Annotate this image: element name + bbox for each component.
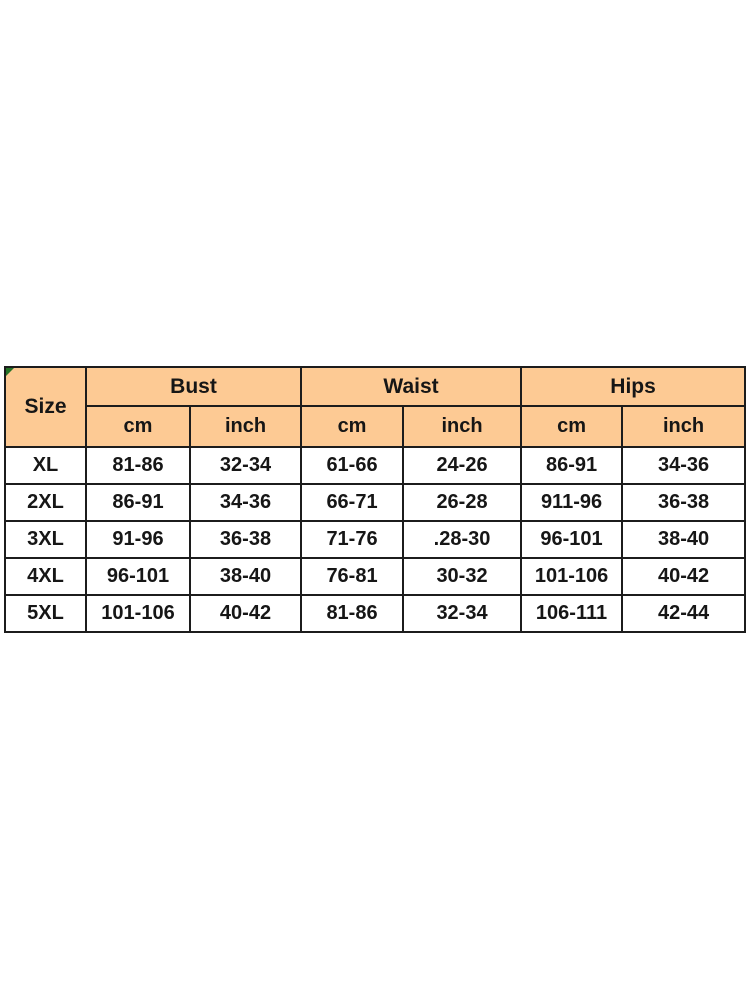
waist-header-cell: Waist [300,366,523,407]
waist-cm-value: 66-71 [300,483,405,522]
bust-inch-header: inch [188,405,303,448]
table-row: 2XL 86-91 34-36 66-71 26-28 911-96 36-38 [4,483,747,522]
table-row: 4XL 96-101 38-40 76-81 30-32 101-106 40-… [4,557,747,596]
size-header-label: Size [24,395,67,418]
hips-cm-value: 86-91 [520,446,624,485]
bust-inch-value: 32-34 [188,446,303,485]
bust-cm-value: 101-106 [85,594,191,633]
hips-cm-value: 106-111 [520,594,624,633]
waist-cm-value: 61-66 [300,446,405,485]
bust-header-cell: Bust [84,366,303,407]
bust-inch-value: 34-36 [188,483,303,522]
bust-cm-value: 91-96 [85,520,191,559]
size-label: XL [4,446,87,485]
waist-cm-value: 76-81 [300,557,405,596]
bust-cm-value: 81-86 [85,446,191,485]
size-label: 4XL [4,557,87,596]
size-header-cell: Size [4,366,87,448]
waist-inch-value: 26-28 [402,483,523,522]
group-header-row: Size Bust Waist Hips [4,366,747,448]
table-row: 3XL 91-96 36-38 71-76 .28-30 96-101 38-4… [4,520,747,559]
hips-inch-header: inch [621,405,747,448]
waist-inch-header: inch [402,405,523,448]
hips-inch-value: 38-40 [621,520,747,559]
hips-cm-value: 911-96 [520,483,624,522]
size-label: 3XL [4,520,87,559]
waist-inch-value: 30-32 [402,557,523,596]
waist-inch-value: 24-26 [402,446,523,485]
size-chart: Size Bust Waist Hips cm inch cm inch cm … [4,366,747,633]
hips-cm-value: 96-101 [520,520,624,559]
hips-inch-value: 40-42 [621,557,747,596]
waist-cm-value: 81-86 [300,594,405,633]
waist-cm-header: cm [300,405,405,448]
size-chart-table: Size Bust Waist Hips cm inch cm inch cm … [4,366,747,633]
unit-header-row: cm inch cm inch cm inch [5,405,747,448]
waist-inch-value: .28-30 [402,520,523,559]
hips-cm-value: 101-106 [520,557,624,596]
waist-inch-value: 32-34 [402,594,523,633]
cell-corner-marker-icon [7,369,14,376]
size-label: 5XL [4,594,87,633]
bust-cm-header: cm [85,405,191,448]
hips-inch-value: 42-44 [621,594,747,633]
bust-cm-value: 96-101 [85,557,191,596]
hips-cm-header: cm [520,405,624,448]
table-row: XL 81-86 32-34 61-66 24-26 86-91 34-36 [4,446,747,485]
bust-inch-value: 40-42 [188,594,303,633]
hips-inch-value: 34-36 [621,446,747,485]
hips-header-cell: Hips [520,366,747,407]
bust-inch-value: 36-38 [188,520,303,559]
table-row: 5XL 101-106 40-42 81-86 32-34 106-111 42… [4,594,747,633]
size-label: 2XL [4,483,87,522]
bust-cm-value: 86-91 [85,483,191,522]
bust-inch-value: 38-40 [188,557,303,596]
hips-inch-value: 36-38 [621,483,747,522]
waist-cm-value: 71-76 [300,520,405,559]
